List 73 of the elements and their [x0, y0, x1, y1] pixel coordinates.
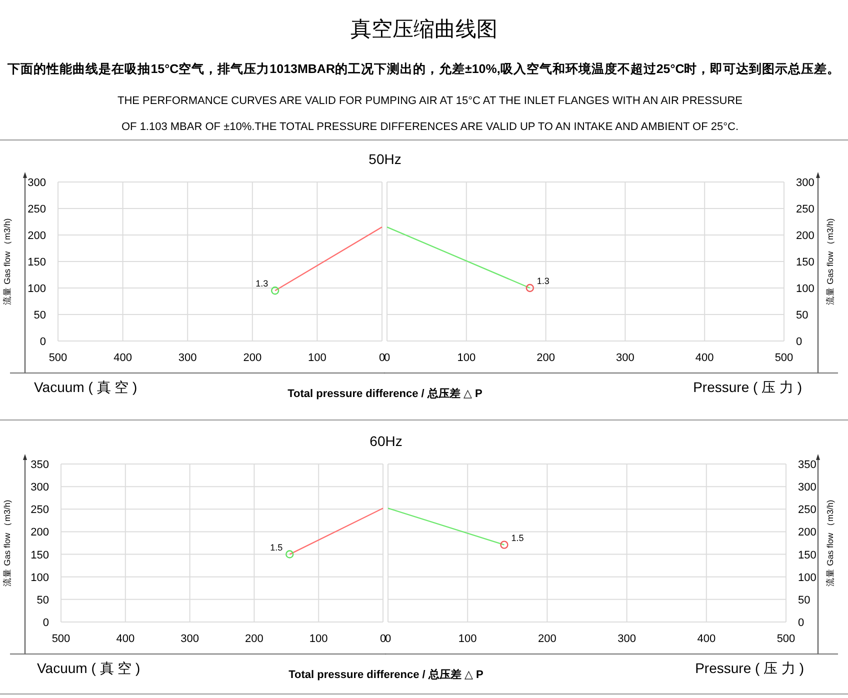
x-tick-label: 500	[774, 352, 794, 364]
y-tick-label: 50	[34, 310, 46, 322]
y-tick-label: 0	[40, 336, 46, 348]
y-tick-label: 50	[796, 310, 808, 322]
y-tick-label: 200	[28, 230, 46, 242]
y-tick-label: 200	[30, 526, 49, 539]
y-tick-label: 50	[798, 594, 810, 606]
x-tick-label: 300	[616, 352, 634, 364]
y-axis-title: 流量 Gas flow （m3/h)	[825, 218, 835, 305]
y-tick-label: 200	[796, 230, 814, 242]
x-tick-label: 200	[245, 633, 264, 645]
y-tick-label: 300	[796, 177, 814, 189]
x-axis-title: Vacuum ( 真 空 )	[37, 660, 140, 676]
x-tick-label: 400	[114, 352, 132, 364]
y-tick-label: 150	[796, 256, 814, 268]
y-axis-title: 流量 Gas flow （m3/h)	[2, 218, 12, 305]
y-tick-label: 300	[30, 482, 49, 494]
x-tick-label: 300	[180, 633, 199, 645]
x-tick-label: 0	[378, 352, 386, 364]
x-tick-label: 200	[243, 352, 262, 364]
text: Total pressure difference / 总压差 △ P	[288, 387, 482, 400]
x-tick-label: 200	[538, 633, 556, 645]
x-tick-label: 200	[536, 352, 555, 364]
x-tick-label: 100	[309, 633, 328, 645]
text: 真空压缩曲线图	[350, 18, 498, 41]
y-tick-label: 250	[796, 204, 814, 216]
x-tick-label: 0	[380, 633, 386, 645]
annotation: 1.3	[256, 278, 268, 289]
y-tick-label: 50	[36, 594, 49, 606]
annotation: 1.3	[536, 276, 550, 286]
y-tick-label: 100	[798, 572, 816, 584]
text: THE PERFORMANCE CURVES ARE VALID FOR PUMPING AIR AT 15°C AT THE INLET FLANGES WITH AN AIR PRESSURE OF 1.103 MBAR OF ±10%.THE TOTAL PRESSURE DIFFERENCES ARE VALID UP TO AN INTAKE AND AMBIENT OF 25°C.	[117, 95, 743, 133]
chart-title: 50Hz	[368, 151, 402, 167]
y-tick-label: 0	[798, 617, 804, 629]
y-tick-label: 250	[798, 504, 816, 516]
y-tick-label: 100	[28, 283, 46, 295]
x-tick-label: 400	[116, 633, 135, 645]
y-tick-label: 150	[30, 549, 49, 562]
x-tick-label: 100	[458, 633, 477, 645]
y-tick-label: 300	[798, 482, 816, 494]
y-tick-label: 250	[30, 504, 49, 516]
x-tick-label: 300	[178, 352, 197, 364]
x-axis-title: Pressure ( 压 力 )	[693, 379, 802, 395]
x-tick-label: 0	[384, 352, 390, 364]
y-tick-label: 300	[28, 177, 46, 189]
y-tick-label: 100	[30, 572, 49, 584]
y-tick-label: 250	[28, 204, 46, 216]
x-axis-title: Pressure ( 压 力 )	[695, 660, 804, 676]
chart-title: 60Hz	[370, 433, 402, 449]
x-tick-label: 400	[695, 352, 714, 364]
y-tick-label: 150	[798, 549, 816, 562]
x-tick-label: 100	[308, 352, 326, 364]
x-tick-label: 500	[52, 633, 70, 645]
x-tick-label: 0	[384, 633, 392, 645]
x-axis-title: Vacuum ( 真 空 )	[34, 379, 138, 395]
y-tick-label: 350	[798, 459, 816, 471]
y-tick-label: 150	[28, 256, 46, 268]
x-tick-label: 100	[457, 352, 476, 364]
annotation: 1.5	[270, 542, 283, 552]
text: Total pressure difference / 总压差 △ P	[288, 668, 484, 681]
x-tick-label: 500	[776, 633, 796, 645]
x-tick-label: 500	[48, 352, 68, 364]
y-axis-title: 流量 Gas flow （m3/h)	[2, 500, 12, 586]
annotation: 1.5	[511, 532, 524, 543]
y-tick-label: 0	[42, 617, 49, 629]
y-tick-label: 0	[796, 336, 802, 348]
y-tick-label: 350	[30, 459, 49, 471]
y-tick-label: 200	[798, 526, 816, 539]
text: 下面的性能曲线是在吸抽15°C空气，排气压力1013MBAR的工况下测出的，允差±10%,吸入空气和环境温度不超过25°C时，即可达到图示总压差。	[6, 61, 840, 76]
y-axis-title: 流量 Gas flow （m3/h)	[825, 500, 835, 586]
x-tick-label: 300	[618, 633, 636, 645]
x-tick-label: 400	[697, 633, 716, 645]
y-tick-label: 100	[796, 283, 814, 295]
